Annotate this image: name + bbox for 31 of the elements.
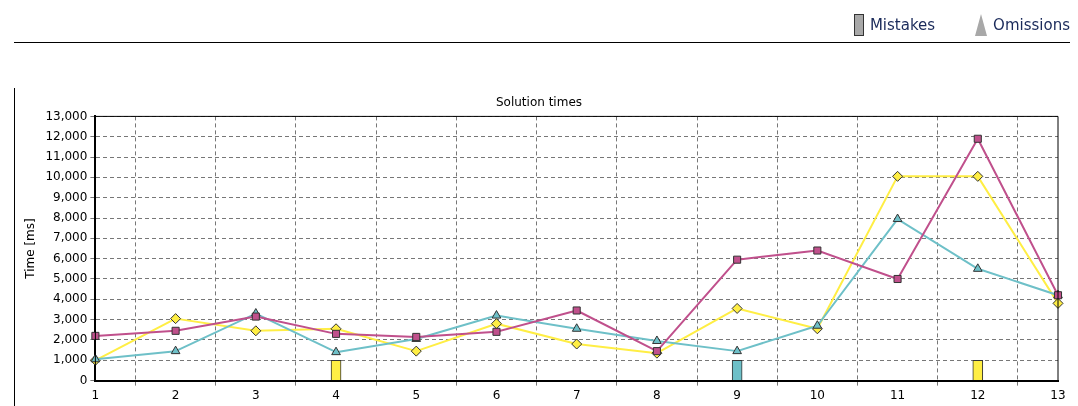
y-tick-label: 0 bbox=[79, 372, 88, 387]
x-tick-label: 4 bbox=[332, 387, 340, 402]
x-tick-label: 12 bbox=[970, 387, 986, 402]
y-tick-label: 12,000 bbox=[45, 128, 88, 143]
text: Mistakes bbox=[869, 16, 936, 34]
y-tick-label: 2,000 bbox=[53, 332, 88, 347]
y-tick-label: 1,000 bbox=[53, 352, 88, 367]
y-tick-label: 8,000 bbox=[53, 210, 88, 225]
y-tick-label: 4,000 bbox=[53, 291, 88, 306]
x-tick-label: 7 bbox=[572, 387, 581, 402]
x-tick-label: 13 bbox=[1050, 387, 1066, 402]
x-tick-label: 1 bbox=[91, 387, 100, 402]
y-tick-label: 7,000 bbox=[53, 230, 88, 245]
y-tick-label: 5,000 bbox=[53, 271, 88, 286]
x-tick-label: 5 bbox=[412, 387, 421, 402]
y-tick-label: 9,000 bbox=[53, 189, 88, 204]
y-tick-label: 6,000 bbox=[53, 250, 88, 265]
y-tick-label: 13,000 bbox=[45, 108, 88, 123]
x-tick-label: 3 bbox=[252, 387, 260, 402]
x-tick-label: 9 bbox=[733, 387, 741, 402]
x-tick-label: 2 bbox=[171, 387, 180, 402]
x-tick-label: 10 bbox=[809, 387, 825, 402]
chart-title: Solution times bbox=[495, 95, 583, 110]
x-tick-label: 6 bbox=[492, 387, 501, 402]
x-tick-label: 11 bbox=[889, 387, 906, 402]
legend-label: Omissions bbox=[993, 16, 1070, 34]
y-tick-label: 10,000 bbox=[45, 169, 88, 184]
x-tick-label: 8 bbox=[653, 387, 661, 402]
y-axis-title: Time [ms] bbox=[23, 218, 38, 280]
y-tick-label: 11,000 bbox=[45, 149, 88, 164]
y-tick-label: 3,000 bbox=[53, 311, 88, 326]
